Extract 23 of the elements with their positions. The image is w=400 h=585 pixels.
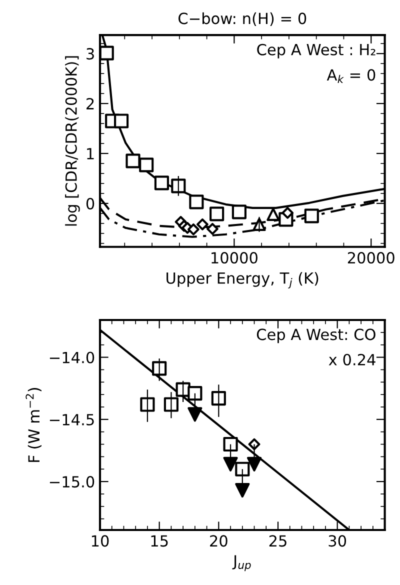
x-axis-title: J$_{up}$: [232, 555, 251, 572]
x-tick-label: 20: [210, 535, 228, 547]
x-tick-label: 10: [92, 535, 109, 547]
x-tick-label: 10000: [212, 252, 258, 264]
y-axis-title: log [CDR/CDR(2000K)]: [65, 56, 80, 226]
annotation: A$_{k}$ = 0: [326, 69, 376, 83]
y-tick-label: 0: [86, 198, 94, 210]
x-tick-label: 30: [328, 535, 346, 547]
x-tick-label: 20000: [348, 252, 394, 264]
y-tick-label: −15.0: [50, 476, 94, 488]
y-tick-label: −14.0: [50, 352, 94, 364]
annotation: Cep A West : H₂: [257, 44, 376, 58]
chart-title: C−bow: n(H) = 0: [178, 12, 306, 26]
y-tick-label: −14.5: [50, 414, 94, 426]
x-axis-title: Upper Energy, T$_{j}$ (K): [166, 272, 318, 288]
annotation: x 0.24: [328, 354, 376, 366]
annotation: Cep A West: CO: [256, 328, 376, 344]
x-tick-label: 15: [151, 535, 168, 547]
y-axis-title: F (W m$^{−2}$): [26, 388, 42, 462]
y-tick-label: 2: [86, 98, 94, 110]
x-tick-label: 25: [269, 535, 286, 547]
y-tick-label: 3: [86, 48, 94, 60]
y-tick-label: 1: [87, 148, 94, 160]
